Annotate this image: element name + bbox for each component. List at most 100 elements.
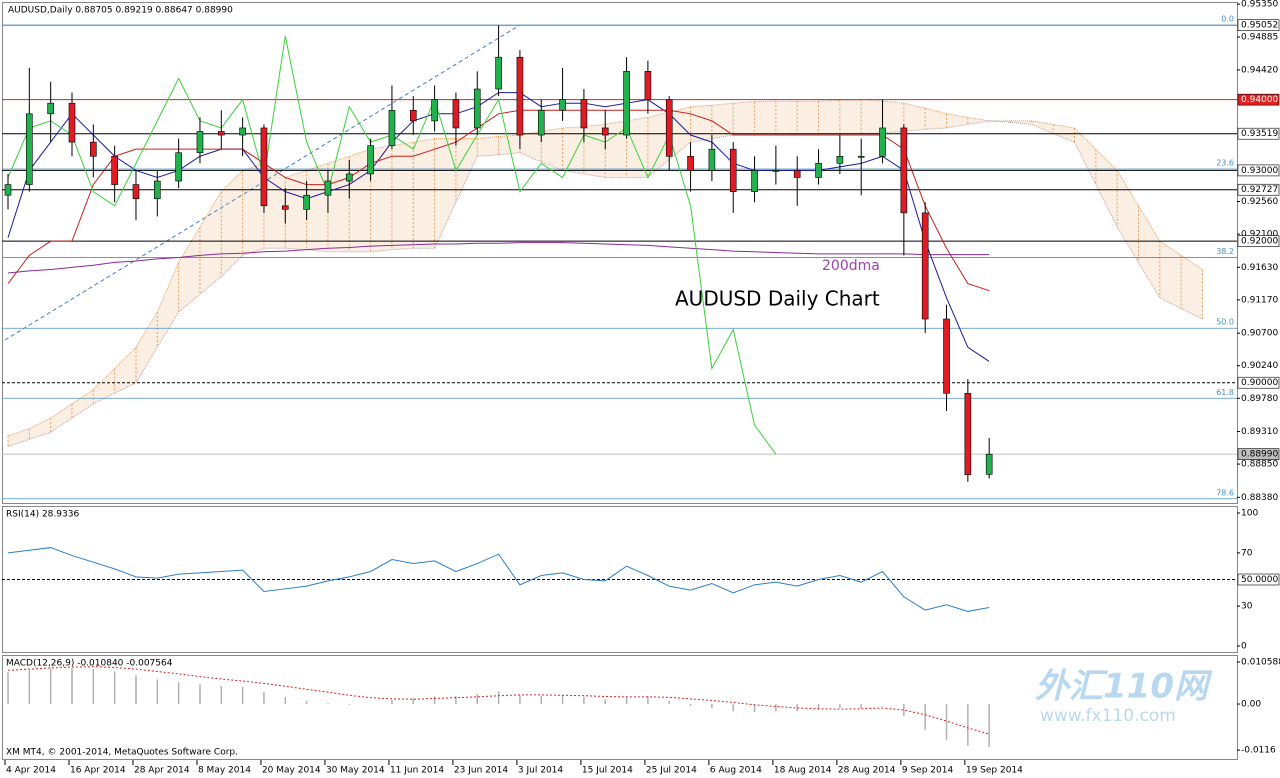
level-label: 0.90000	[1241, 378, 1278, 388]
level-box	[1237, 448, 1280, 460]
y-tick-label: 70	[1241, 548, 1253, 558]
y-tick-label: 0.91170	[1241, 295, 1278, 305]
candle-body	[26, 113, 33, 185]
level-box	[1237, 93, 1280, 106]
cloud-lower	[7, 120, 1203, 447]
fib-label: 50.0	[1216, 318, 1234, 327]
y-tick-label: 0.94885	[1241, 33, 1278, 43]
level-box	[1237, 376, 1280, 389]
candle-body	[708, 148, 716, 171]
candle-body	[196, 131, 204, 154]
x-tick-label: 6 Aug 2014	[710, 766, 762, 776]
candle-body	[4, 184, 12, 196]
candle-body	[111, 155, 118, 185]
candle-body	[665, 99, 673, 157]
candle-body	[452, 99, 460, 129]
indicator-line	[7, 242, 990, 274]
x-tick-label: 23 Jun 2014	[454, 766, 508, 776]
candle-body	[388, 109, 396, 146]
level-label: 0.88990	[1241, 450, 1278, 460]
footer: XM MT4, © 2001-2014, MetaQuotes Software…	[6, 748, 238, 758]
fib-label: 61.8	[1216, 388, 1234, 397]
candle-body	[303, 194, 310, 210]
y-tick-label: 0.94420	[1241, 65, 1278, 75]
y-tick-label: 0.00	[1241, 700, 1261, 710]
candle-body	[900, 127, 908, 214]
y-tick-label: 0	[1241, 642, 1247, 652]
candle-body	[132, 184, 140, 200]
candle-body	[516, 56, 524, 136]
signal-line	[7, 666, 990, 735]
main-header: AUDUSD,Daily 0.88705 0.89219 0.88647 0.8…	[8, 6, 233, 16]
candle-body	[580, 99, 588, 129]
y-tick-label: 0.91630	[1241, 263, 1278, 273]
y-tick-label: 0.010588	[1241, 658, 1280, 668]
indicator-line	[7, 109, 990, 292]
level-label: 0.95052	[1241, 21, 1278, 31]
candle-body	[729, 148, 737, 192]
x-tick-label: 30 May 2014	[326, 766, 385, 776]
candle-body	[964, 393, 972, 475]
candle-body	[921, 212, 929, 320]
x-tick-label: 16 Apr 2014	[70, 766, 126, 776]
level-label: 0.94000	[1241, 95, 1278, 105]
level-box	[1237, 573, 1280, 586]
candle-body	[836, 155, 844, 164]
chart-annotation: AUDUSD Daily Chart	[675, 287, 880, 311]
y-tick-label: 0.95350	[1241, 0, 1278, 10]
level-label: 0.92727	[1241, 185, 1278, 195]
ma-label: 200dma	[822, 258, 880, 274]
x-tick-label: 20 May 2014	[262, 766, 321, 776]
candle-body	[324, 180, 332, 196]
y-tick-label: 0.90700	[1241, 329, 1278, 339]
x-tick-label: 9 Sep 2014	[902, 766, 954, 776]
y-tick-label: 0.92100	[1241, 230, 1278, 240]
fib-label: 23.6	[1216, 159, 1234, 168]
x-tick-label: 19 Sep 2014	[966, 766, 1023, 776]
candle-body	[175, 152, 182, 182]
y-tick-label: -0.0116	[1241, 746, 1276, 756]
candle-body	[772, 170, 780, 172]
level-box	[1237, 127, 1280, 140]
x-tick-label: 15 Jul 2014	[582, 766, 633, 776]
fib-label: 78.6	[1216, 488, 1234, 497]
main-panel	[2, 2, 1238, 504]
candle-body	[345, 173, 353, 182]
candle-body	[985, 453, 993, 475]
rsi-header: RSI(14) 28.9336	[6, 510, 79, 520]
candle-body	[260, 127, 268, 207]
rsi-line	[7, 547, 990, 612]
candle-body	[879, 127, 886, 157]
candle-body	[644, 71, 652, 100]
level-label: 0.92000	[1241, 237, 1278, 247]
watermark-url: www.fx110.com	[1040, 706, 1176, 726]
candle-body	[495, 56, 502, 90]
y-tick-label: 30	[1241, 602, 1253, 612]
x-tick-label: 28 Aug 2014	[838, 766, 896, 776]
level-label: 50.0000	[1241, 575, 1278, 585]
level-box	[1237, 164, 1280, 177]
fib-label: 38.2	[1216, 247, 1234, 256]
level-label: 0.93519	[1241, 129, 1278, 139]
x-tick-label: 3 Jul 2014	[518, 766, 563, 776]
macd-panel	[2, 655, 1238, 760]
candle-body	[409, 109, 417, 122]
candle-body	[601, 127, 609, 136]
y-tick-label: 0.89310	[1241, 427, 1278, 437]
candle-body	[154, 180, 161, 200]
x-tick-label: 8 May 2014	[198, 766, 251, 776]
candle-body	[239, 127, 246, 136]
candle-body	[751, 170, 758, 192]
candle-body	[623, 71, 630, 136]
candle-body	[857, 155, 865, 158]
level-box	[1237, 19, 1280, 32]
x-tick-label: 18 Aug 2014	[774, 766, 832, 776]
y-tick-label: 0.88850	[1241, 460, 1278, 470]
x-tick-label: 11 Jun 2014	[390, 766, 444, 776]
fib-label: 0.0	[1221, 15, 1234, 24]
candle-body	[687, 155, 694, 171]
level-label: 0.93000	[1241, 166, 1278, 176]
candle-body	[793, 170, 801, 178]
